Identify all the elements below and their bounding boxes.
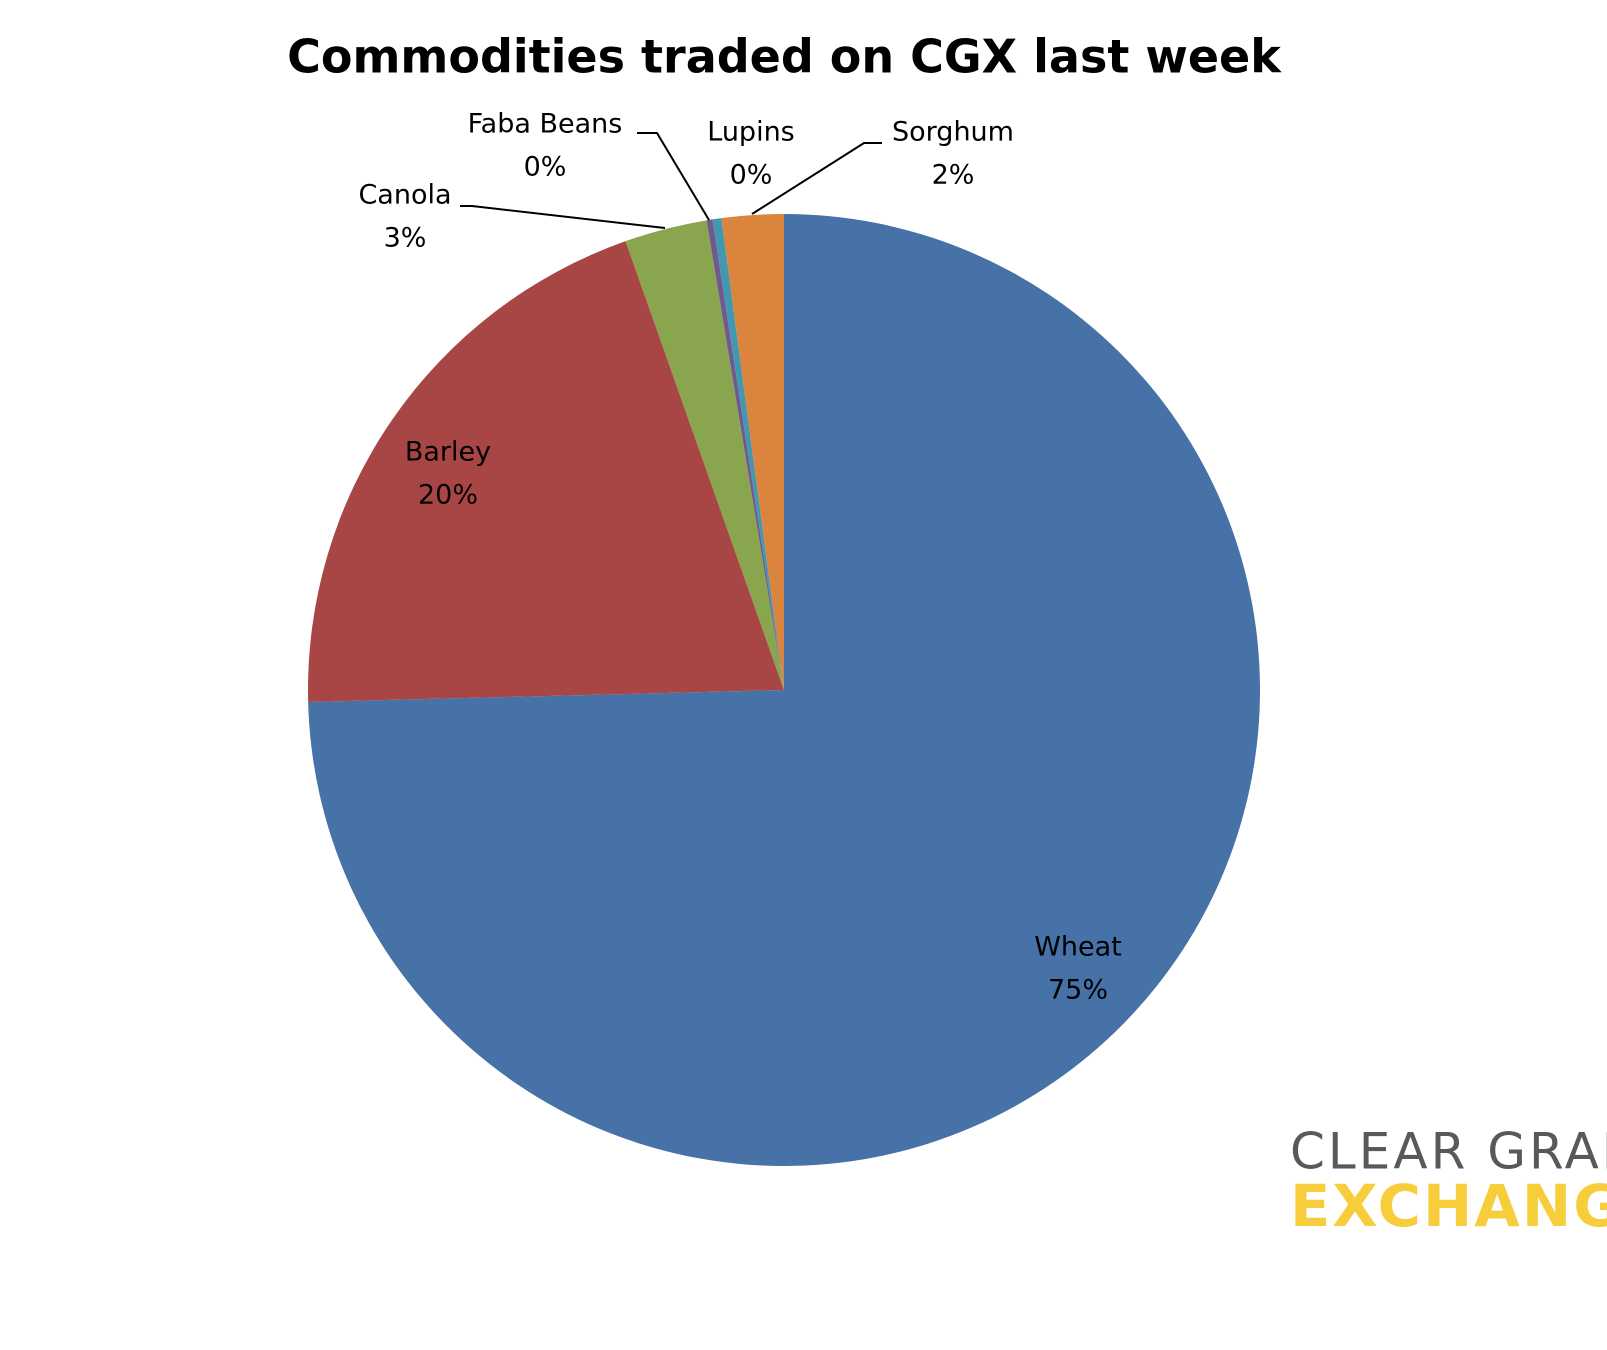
leader-line	[751, 142, 882, 215]
slice-label: Faba Beans	[468, 109, 623, 140]
slice-value-label: 0%	[524, 152, 567, 183]
pie-slice	[625, 220, 784, 690]
slice-value-label: 75%	[1048, 975, 1108, 1006]
logo-line2: EXCHANGE	[1290, 1172, 1607, 1240]
slice-value-label: 2%	[932, 160, 975, 191]
pie-slice	[712, 218, 784, 690]
pie-slice	[308, 214, 1260, 1166]
slice-label: Sorghum	[892, 117, 1014, 148]
pie: Wheat 75% Barley 20% Canola 3% Faba Beans 0% Lup…	[308, 109, 1260, 1166]
slice-label: Lupins	[707, 117, 795, 148]
slice-value-label: 0%	[730, 160, 773, 191]
pie-slice	[706, 219, 784, 690]
pie-slice	[721, 214, 784, 690]
slice-value-label: 3%	[384, 223, 427, 254]
leader-line	[637, 132, 710, 221]
slice-label: Canola	[358, 180, 451, 211]
slice-label: Barley	[405, 437, 491, 468]
slice-label: Wheat	[1034, 932, 1122, 963]
logo-line1: CLEAR GRAIN	[1290, 1123, 1607, 1181]
chart-title: Commodities traded on CGX last week	[287, 30, 1282, 84]
leader-line	[460, 205, 666, 229]
slice-value-label: 20%	[418, 480, 478, 511]
leader-lines	[460, 132, 882, 229]
pie-slice	[308, 241, 784, 702]
